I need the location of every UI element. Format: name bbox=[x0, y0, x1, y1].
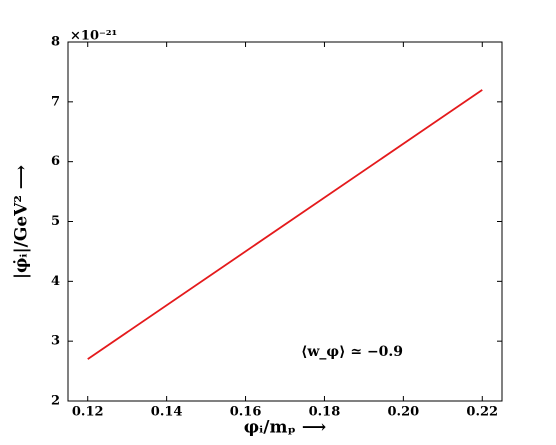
line bbox=[87, 89, 483, 360]
y-tick-label: 8 bbox=[51, 35, 60, 50]
x-tick-label: 0.12 bbox=[72, 405, 104, 420]
x-tick-label: 0.14 bbox=[151, 405, 183, 420]
y-tick-label: 3 bbox=[51, 334, 60, 349]
plot-frame bbox=[67, 41, 503, 402]
x-tick-label: 0.22 bbox=[466, 405, 498, 420]
y-offset-label: ×10⁻²¹ bbox=[70, 29, 117, 44]
y-tick-label: 2 bbox=[51, 394, 60, 409]
annotation: ⟨w_φ⟩ ≃ −0.9 bbox=[301, 344, 403, 360]
y-tick-label: 5 bbox=[51, 214, 60, 229]
y-tick-label: 6 bbox=[51, 154, 60, 169]
y-axis-label: |φ̇ᵢ|/GeV² ⟶ bbox=[12, 165, 32, 279]
y-tick-label: 4 bbox=[51, 274, 60, 289]
x-tick-label: 0.16 bbox=[230, 405, 262, 420]
x-tick-label: 0.18 bbox=[309, 405, 341, 420]
y-tick-label: 7 bbox=[51, 94, 60, 109]
x-axis-label: φᵢ/mₚ ⟶ bbox=[244, 418, 326, 438]
x-tick-label: 0.20 bbox=[388, 405, 420, 420]
